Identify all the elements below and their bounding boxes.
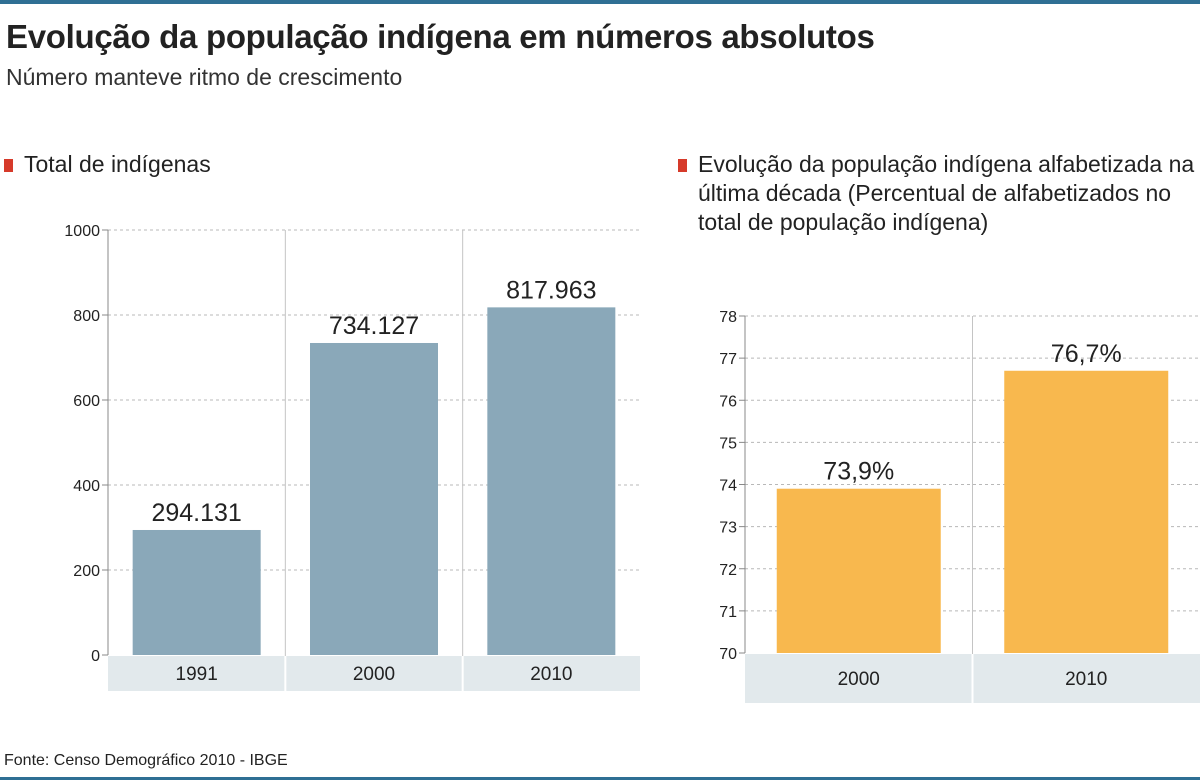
left-ytick-label: 800 [73,308,100,325]
right-ytick-label: 75 [719,435,737,452]
left-category-label-2010: 2010 [530,664,572,685]
right-category-label-2010: 2010 [1065,669,1107,690]
left-bar-1991 [132,529,261,655]
left-value-label-2010: 817.963 [506,276,596,304]
left-ytick-label: 1000 [64,223,100,240]
right-bar-2010 [1004,370,1169,653]
right-ytick-label: 70 [719,646,737,663]
left-ytick-label: 600 [73,393,100,410]
left-category-label-1991: 1991 [176,664,218,685]
page-title: Evolução da população indígena em número… [6,18,875,55]
right-ytick-label: 71 [719,604,737,621]
right-ytick-label: 72 [719,562,737,579]
right-chart-heading: Evolução da população indígena alfabetiz… [678,150,1198,237]
left-value-label-2000: 734.127 [329,312,419,340]
left-category-band [108,656,640,691]
right-ytick-label: 77 [719,351,737,368]
left-bar-2010 [487,307,616,655]
right-bar-2000 [776,488,941,653]
right-ytick-label: 76 [719,393,737,410]
page-subtitle: Número manteve ritmo de crescimento [6,64,403,90]
bottom-rule [0,777,1200,780]
left-value-label-1991: 294.131 [151,499,241,527]
right-chart-title: Evolução da população indígena alfabetiz… [698,151,1195,235]
right-value-label-2000: 73,9% [823,458,894,486]
right-ytick-label: 78 [719,309,737,326]
right-value-label-2010: 76,7% [1051,340,1122,368]
left-ytick-label: 0 [91,648,100,665]
left-bar-2000 [310,342,438,655]
right-ytick-label: 73 [719,520,737,537]
source-note: Fonte: Censo Demográfico 2010 - IBGE [4,752,288,769]
section-marker-icon [4,159,13,172]
left-ytick-label: 200 [73,563,100,580]
top-rule [0,0,1200,4]
right-ytick-label: 74 [719,478,737,495]
section-marker-icon [678,159,687,172]
left-ytick-label: 400 [73,478,100,495]
right-category-label-2000: 2000 [838,669,880,690]
left-chart-heading: Total de indígenas [4,150,624,179]
left-category-label-2000: 2000 [353,664,395,685]
left-chart-title: Total de indígenas [24,151,211,177]
